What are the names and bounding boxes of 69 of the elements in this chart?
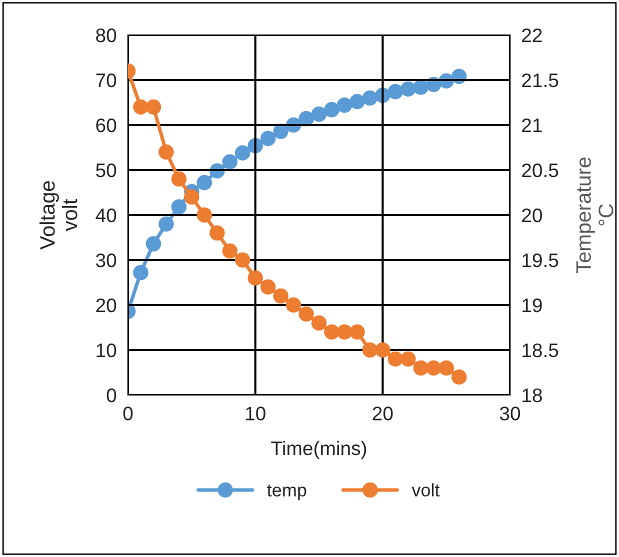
- point: [158, 216, 174, 232]
- legend-label: temp: [267, 484, 306, 500]
- point: [196, 174, 212, 190]
- y-tick-label: 60: [96, 118, 116, 132]
- y-tick-label: 20: [96, 298, 116, 312]
- point: [438, 360, 454, 376]
- point: [146, 99, 162, 115]
- y-tick-label: 50: [96, 163, 116, 178]
- y2-tick-label: 18.5: [522, 343, 558, 358]
- x-tick-label: 10: [246, 406, 266, 420]
- x-tick-label: 20: [372, 406, 393, 420]
- point: [362, 90, 378, 106]
- y-tick-label: 70: [96, 73, 116, 88]
- point: [311, 315, 327, 331]
- point: [209, 225, 225, 241]
- point: [451, 369, 467, 385]
- x-tick-label: 0: [123, 406, 133, 420]
- y-tick-label: 80: [96, 28, 116, 42]
- point: [324, 102, 340, 118]
- y2-tick-label: 20.5: [522, 163, 558, 178]
- y2-tick-label: 19.5: [522, 253, 558, 268]
- y-tick-label: 0: [106, 388, 116, 402]
- point: [184, 189, 200, 205]
- point: [171, 171, 187, 187]
- point: [260, 130, 276, 146]
- point: [133, 99, 148, 115]
- y-tick-label: 40: [96, 208, 116, 222]
- y2-tick-label: 21.5: [522, 73, 558, 88]
- point: [413, 360, 429, 376]
- point: [324, 324, 340, 340]
- point: [336, 98, 352, 113]
- point: [133, 264, 148, 280]
- point: [196, 207, 212, 223]
- point: [311, 106, 327, 122]
- point: [260, 279, 276, 295]
- point: [158, 144, 174, 160]
- point: [286, 297, 302, 313]
- y2-tick-label: 21: [522, 118, 542, 132]
- point: [388, 84, 404, 100]
- point: [362, 342, 378, 358]
- y2-tick-label: 18: [522, 388, 542, 402]
- x-axis-title: Time(mins): [271, 440, 366, 460]
- point: [273, 124, 288, 139]
- legend-label: volt: [412, 483, 440, 497]
- point: [350, 94, 365, 110]
- x-tick-label: 30: [500, 406, 520, 420]
- point: [146, 236, 162, 252]
- y-axis-title: Voltage volt: [40, 181, 78, 250]
- point: [400, 81, 416, 97]
- point: [350, 324, 365, 340]
- point: [234, 252, 250, 268]
- point: [222, 243, 238, 259]
- y-tick-label: 10: [96, 343, 116, 358]
- point: [375, 342, 390, 358]
- point: [234, 145, 250, 161]
- y2-axis-title: Temperature °C: [576, 157, 614, 273]
- point: [273, 288, 288, 304]
- point: [171, 199, 187, 215]
- y2-tick-label: 22: [522, 28, 542, 42]
- point: [426, 360, 442, 376]
- y-tick-label: 30: [96, 253, 116, 268]
- y2-tick-label: 19: [522, 298, 542, 312]
- point: [298, 306, 314, 322]
- point: [222, 154, 238, 170]
- point: [336, 324, 352, 340]
- y2-tick-label: 20: [522, 208, 542, 222]
- point: [388, 351, 404, 367]
- point: [248, 270, 263, 286]
- point: [400, 351, 416, 367]
